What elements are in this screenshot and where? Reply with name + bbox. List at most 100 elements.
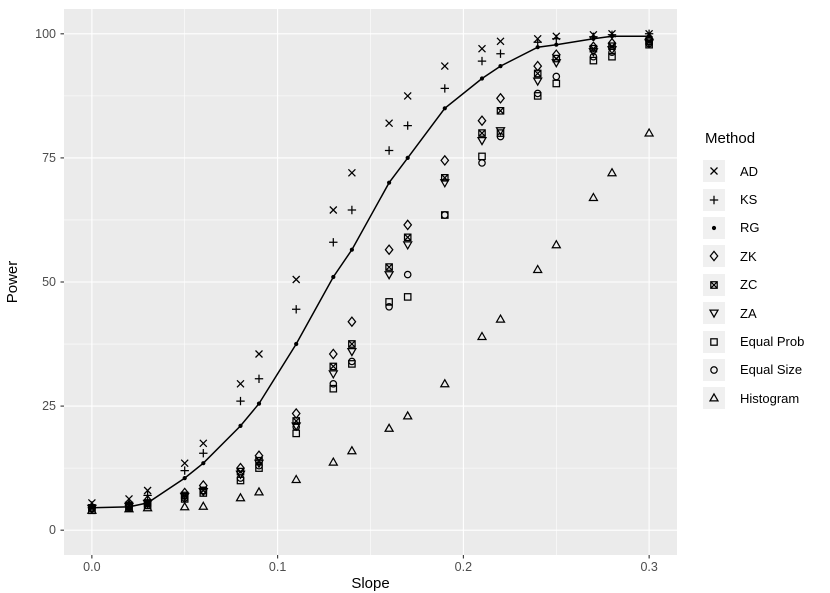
point-dot-icon (498, 64, 503, 69)
y-tick-label-25: 25 (42, 399, 56, 413)
point-plus-icon (347, 205, 357, 215)
point-diamond-icon (477, 115, 487, 127)
point-circle-icon (608, 48, 616, 57)
point-dot-icon (479, 76, 485, 81)
point-x-icon (478, 44, 486, 53)
x-tick-label-0.3: 0.3 (640, 560, 657, 574)
point-triangle-up-icon (439, 378, 450, 388)
plus-icon (709, 195, 719, 204)
x-icon (710, 167, 718, 176)
point-square-x-icon (329, 362, 338, 371)
point-triangle-down-icon (402, 241, 413, 251)
point-square-icon (255, 464, 263, 472)
diamond-icon (709, 250, 719, 262)
point-triangle-down-icon (346, 347, 357, 357)
point-triangle-down-icon (291, 422, 302, 432)
point-triangle-down-icon (495, 127, 506, 136)
point-x-icon (180, 459, 189, 468)
point-dot-icon (442, 106, 447, 111)
point-circle-icon (645, 39, 653, 48)
point-square-icon (533, 92, 542, 100)
point-circle-icon (292, 423, 301, 431)
point-triangle-up-icon (402, 410, 413, 420)
point-circle-icon (552, 72, 561, 81)
legend-item-rg: RG (688, 214, 830, 242)
point-dot-icon (349, 247, 354, 252)
point-diamond-icon (495, 92, 506, 104)
point-dot-icon (294, 341, 299, 347)
point-plus-icon (199, 449, 208, 458)
point-triangle-up-icon (606, 167, 618, 177)
triangle-down-icon (708, 309, 720, 319)
plus-icon (709, 195, 719, 204)
point-x-icon (329, 206, 338, 214)
point-triangle-down-icon (198, 487, 209, 497)
point-square-x-icon (348, 340, 356, 348)
square-x-icon (710, 280, 718, 289)
legend-item-ad: AD (688, 157, 830, 185)
legend-key-histogram (703, 387, 725, 410)
legend-key-equal-prob (703, 330, 725, 353)
point-triangle-up-icon (86, 504, 97, 514)
legend-label-zk: ZK (740, 248, 757, 264)
point-square-icon (329, 384, 338, 393)
point-square-x-icon (478, 129, 486, 137)
point-square-icon (496, 129, 505, 137)
circle-icon (710, 366, 718, 374)
point-x-icon (236, 379, 245, 388)
point-plus-icon (477, 56, 487, 66)
y-tick-label-100: 100 (35, 27, 56, 41)
point-x-icon (143, 486, 152, 495)
legend-item-equal-size: Equal Size (688, 356, 830, 384)
legend-label-zc: ZC (740, 277, 758, 293)
point-triangle-down-icon (235, 470, 246, 480)
point-triangle-up-icon (235, 492, 246, 502)
x-tick-label-0.2: 0.2 (455, 560, 472, 574)
point-dot-icon (387, 180, 392, 185)
y-tick-label-50: 50 (42, 275, 56, 289)
x-tick-label-0.0: 0.0 (83, 560, 100, 574)
legend-item-zk: ZK (688, 242, 830, 270)
point-circle-icon (478, 159, 486, 167)
point-plus-icon (236, 396, 245, 406)
point-circle-icon (143, 500, 152, 508)
legend-item-ks: KS (688, 185, 830, 213)
point-circle-icon (403, 270, 412, 279)
point-plus-icon (440, 84, 449, 93)
point-square-x-icon (496, 106, 505, 115)
series-equal-prob (88, 40, 653, 515)
diamond-icon (709, 250, 719, 262)
y-tick-label-75: 75 (42, 151, 56, 165)
point-x-icon (292, 275, 301, 284)
point-diamond-icon (607, 37, 617, 49)
point-circle-icon (236, 474, 245, 482)
point-plus-icon (292, 305, 301, 314)
grid-major (64, 9, 677, 555)
point-circle-icon (199, 486, 208, 495)
legend-item-zc: ZC (688, 271, 830, 299)
legend-key-zc (703, 273, 725, 296)
x-tick-label-0.1: 0.1 (269, 560, 286, 574)
point-square-icon (385, 298, 393, 306)
triangle-down-icon (708, 309, 720, 319)
point-plus-icon (180, 466, 189, 475)
point-triangle-down-icon (476, 136, 488, 146)
y-tick-label-0: 0 (49, 523, 56, 537)
legend-label-equal-size: Equal Size (740, 362, 803, 378)
legend: Method AD KS RG ZK ZC ZA Equal Prob Equal Size H… (688, 130, 830, 413)
point-plus-icon (496, 49, 505, 58)
point-circle-icon (385, 302, 393, 311)
point-plus-icon (403, 121, 412, 130)
point-circle-icon (533, 89, 542, 98)
legend-key-ad (703, 160, 725, 183)
legend-label-ks: KS (740, 192, 758, 208)
point-circle-icon (255, 461, 263, 470)
x-axis-title: Slope (351, 575, 389, 592)
point-triangle-down-icon (532, 77, 543, 87)
point-circle-icon (329, 379, 338, 388)
point-triangle-up-icon (495, 313, 506, 323)
point-square-x-icon (403, 233, 412, 242)
point-dot-icon (405, 155, 410, 160)
legend-label-histogram: Histogram (740, 390, 800, 406)
